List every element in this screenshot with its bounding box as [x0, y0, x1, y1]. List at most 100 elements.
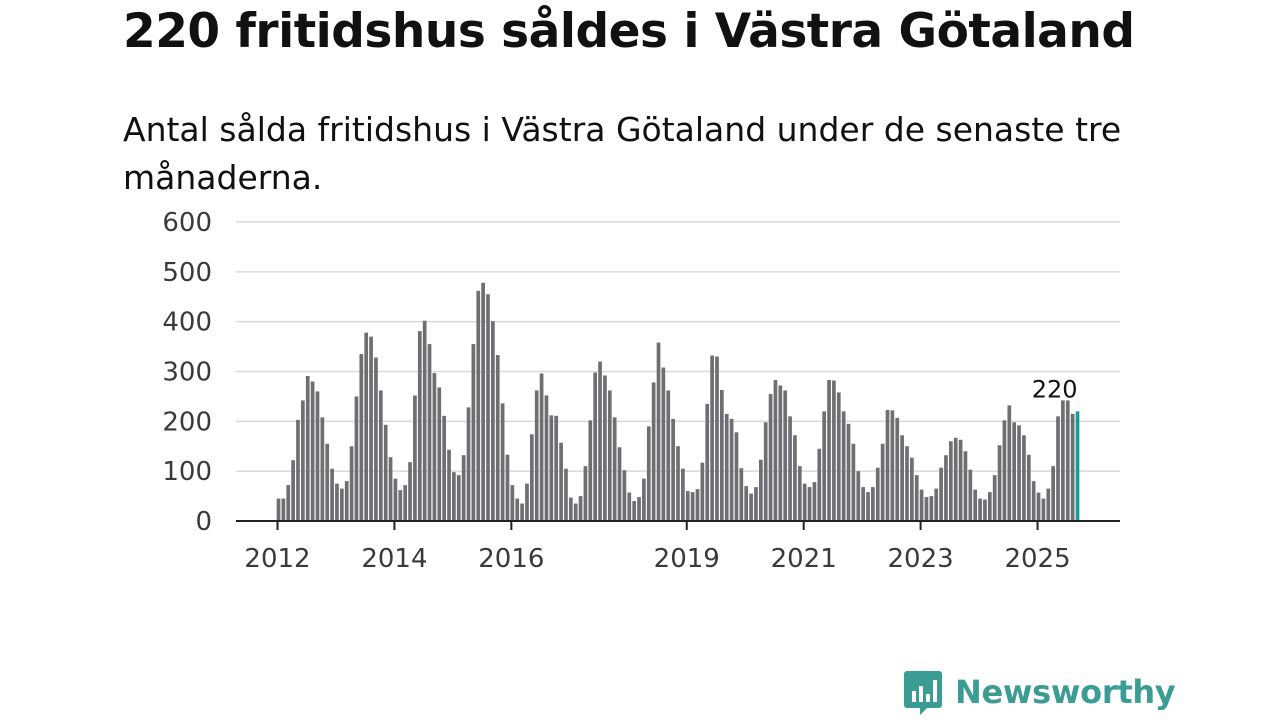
- bar: [978, 498, 982, 521]
- bar: [632, 501, 637, 521]
- bar: [919, 489, 924, 521]
- bar: [398, 490, 403, 521]
- bar: [427, 344, 432, 521]
- bar: [900, 435, 904, 521]
- bar: [914, 475, 919, 521]
- bar: [812, 482, 817, 521]
- bar: [583, 466, 588, 521]
- bar: [495, 355, 500, 521]
- bar: [637, 497, 641, 521]
- bar: [447, 449, 451, 521]
- bar: [417, 331, 422, 521]
- bar: [676, 446, 680, 521]
- bar: [1026, 454, 1031, 521]
- bar: [359, 354, 364, 521]
- bar: [422, 320, 427, 521]
- bar: [403, 485, 408, 521]
- y-tick-label: 100: [162, 457, 212, 487]
- bar: [1046, 488, 1051, 521]
- bar: [929, 496, 934, 521]
- bar: [291, 460, 295, 521]
- bar: [948, 441, 953, 521]
- bar: [603, 375, 607, 521]
- bar: [491, 321, 495, 521]
- bar: [681, 468, 685, 521]
- bar: [568, 497, 573, 521]
- bar: [378, 390, 383, 521]
- bar: [958, 439, 963, 521]
- bar: [851, 443, 856, 521]
- bar: [335, 483, 339, 522]
- bar: [539, 373, 544, 521]
- bar: [895, 417, 900, 521]
- bar: [856, 471, 861, 521]
- bar: [724, 413, 729, 521]
- last-value-label: 220: [1032, 375, 1078, 403]
- x-tick-label: 2025: [1004, 544, 1070, 574]
- bar: [715, 356, 719, 521]
- y-tick-label: 300: [162, 358, 212, 388]
- bar: [549, 415, 554, 521]
- bar: [286, 485, 291, 521]
- bar: [486, 294, 490, 521]
- chart-subtitle: Antal sålda fritidshus i Västra Götaland…: [123, 110, 1122, 197]
- bar: [1022, 435, 1026, 521]
- bar: [593, 372, 598, 521]
- bar: [617, 447, 622, 521]
- bars: [276, 282, 1080, 522]
- bar: [301, 400, 305, 521]
- bar: [437, 387, 442, 521]
- gridlines: [236, 221, 1120, 472]
- bar: [807, 487, 812, 521]
- x-tick-label: 2023: [888, 544, 954, 574]
- bar: [598, 361, 602, 521]
- bar: [758, 459, 763, 521]
- bar: [374, 357, 378, 521]
- bar: [310, 381, 315, 521]
- bar: [456, 475, 461, 521]
- x-tick-label: 2016: [478, 544, 544, 574]
- bar: [822, 411, 827, 521]
- bar: [910, 457, 914, 521]
- bar: [846, 423, 851, 521]
- bar: [281, 498, 286, 521]
- bar: [836, 392, 841, 521]
- x-tick-label: 2014: [361, 544, 427, 574]
- bar: [656, 342, 661, 521]
- bar: [432, 373, 437, 521]
- bar: [953, 437, 958, 521]
- bar: [466, 407, 471, 521]
- bar: [364, 332, 369, 521]
- bar: [544, 395, 549, 521]
- bar: [944, 455, 948, 521]
- bar: [642, 478, 646, 521]
- bar: [875, 467, 880, 521]
- bar: [1017, 425, 1021, 521]
- bar: [734, 432, 739, 521]
- bar: [413, 395, 417, 521]
- bar: [905, 446, 909, 521]
- bar: [744, 486, 749, 521]
- bar: [1070, 413, 1075, 521]
- bar: [369, 336, 373, 521]
- bar: [296, 419, 300, 521]
- bar: [1012, 422, 1017, 521]
- bar: [349, 446, 354, 521]
- y-tick-label: 600: [162, 208, 212, 238]
- bar: [797, 466, 802, 521]
- bar: [646, 426, 651, 521]
- bar: [481, 282, 485, 521]
- bar: [559, 442, 563, 521]
- bar: [1036, 492, 1041, 521]
- x-tick-label: 2012: [244, 544, 310, 574]
- y-tick-label: 0: [195, 507, 212, 537]
- bar: [880, 443, 885, 521]
- chart-title: 220 fritidshus såldes i Västra Götaland: [123, 4, 1135, 59]
- bar: [1002, 420, 1007, 521]
- x-tick-label: 2019: [654, 544, 720, 574]
- bar: [866, 492, 870, 521]
- bar: [393, 478, 398, 521]
- bar-chart-logo-icon: [904, 671, 942, 715]
- bar: [305, 375, 310, 521]
